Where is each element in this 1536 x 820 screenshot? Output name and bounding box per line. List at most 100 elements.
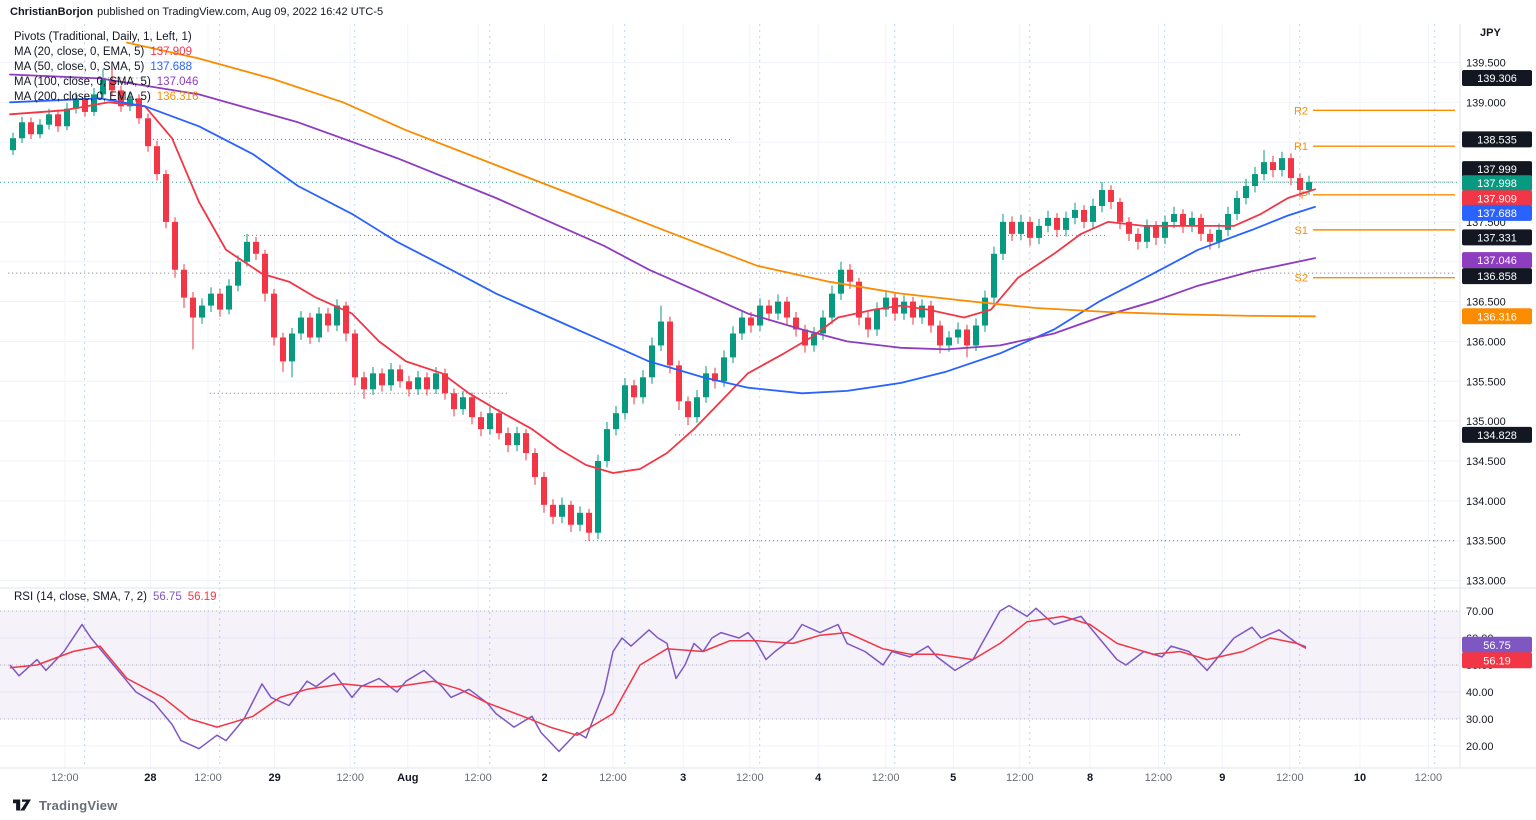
candle (667, 316, 673, 374)
time-label-day: 3 (680, 772, 686, 784)
candle (730, 326, 736, 363)
candle (541, 472, 547, 513)
time-label-hour: 12:00 (194, 772, 222, 784)
publish-info: published on TradingView.com, Aug 09, 20… (97, 6, 384, 18)
candle (676, 360, 682, 410)
candle (1090, 198, 1096, 229)
legend-pivots[interactable]: Pivots (Traditional, Daily, 1, Left, 1) (14, 31, 192, 43)
candle (694, 390, 700, 423)
legend-ma50[interactable]: MA (50, close, 0, SMA, 5) 137.688 (14, 61, 192, 73)
candle (316, 307, 322, 343)
time-label-hour: 12:00 (872, 772, 900, 784)
rsi-legend[interactable]: RSI (14, close, SMA, 7, 2) 56.75 56.19 (14, 591, 217, 603)
legend-ma20[interactable]: MA (20, close, 0, EMA, 5) 137.909 (14, 46, 192, 58)
candle (802, 324, 808, 353)
tradingview-logo-icon[interactable] (12, 797, 32, 813)
candle (973, 318, 979, 352)
rsi-ma-line (9, 615, 1307, 736)
legend-ma200[interactable]: MA (200, close, 0, EMA, 5) 136.316 (14, 91, 199, 103)
candle (118, 85, 124, 112)
pivot-label-s1: S1 (1295, 225, 1308, 237)
candle (163, 170, 169, 229)
time-label-day: 8 (1087, 772, 1093, 784)
candle (172, 217, 178, 278)
price-badge: 137.999 (1462, 161, 1532, 178)
legend-ma100[interactable]: MA (100, close, 0, SMA, 5) 137.046 (14, 76, 199, 88)
candle (829, 285, 835, 324)
candle (901, 295, 907, 320)
indicator-legend: Pivots (Traditional, Daily, 1, Left, 1) … (14, 30, 198, 105)
current-price-badge: 137.998 (1462, 175, 1532, 192)
candle (1000, 213, 1006, 261)
candle (1279, 151, 1285, 177)
price-axis[interactable]: JPY139.500139.000138.500138.000137.50013… (1466, 27, 1506, 753)
candle (406, 375, 412, 397)
candle (955, 322, 961, 344)
price-badge: 137.688 (1462, 204, 1532, 221)
candle (577, 506, 583, 532)
author-name: ChristianBorjon (10, 6, 94, 18)
time-axis[interactable]: 12:00 28 12:00 29 12:00 Aug 12:00 2 12:00 3 12:00 4… (51, 772, 1442, 784)
chart-canvas[interactable]: R2R1PS1S2JPY139.500139.000138.500138.000… (0, 24, 1536, 790)
candle (712, 367, 718, 389)
rsi-tick-label: 30.00 (1466, 714, 1494, 726)
ma20-line (9, 101, 1316, 474)
candle (1288, 153, 1294, 186)
candle (559, 497, 565, 524)
candle (1270, 155, 1276, 178)
time-label-day: 29 (268, 772, 280, 784)
price-badge: 139.306 (1462, 69, 1532, 86)
candle (280, 332, 286, 372)
svg-text:137.998: 137.998 (1477, 178, 1517, 190)
candle (1189, 211, 1195, 233)
candle (856, 277, 862, 326)
svg-text:134.828: 134.828 (1477, 430, 1517, 442)
publish-header: ChristianBorjon published on TradingView… (0, 0, 1536, 24)
candle (613, 406, 619, 436)
candle (838, 261, 844, 301)
pivot-label-r1: R1 (1294, 141, 1308, 153)
time-label-hour: 12:00 (1276, 772, 1304, 784)
time-label-day: 4 (815, 772, 822, 784)
time-label-hour: 12:00 (599, 772, 627, 784)
ma100-line (9, 73, 1316, 351)
candle (388, 362, 394, 391)
price-badge: 136.858 (1462, 268, 1532, 285)
candle (28, 117, 34, 140)
candle (190, 292, 196, 350)
candle (397, 364, 403, 388)
candle (1162, 215, 1168, 245)
candle (478, 411, 484, 437)
price-tick-label: 136.500 (1466, 297, 1506, 309)
candle (1180, 209, 1186, 234)
candle (1252, 166, 1258, 193)
candle (532, 448, 538, 485)
candle (1036, 218, 1042, 245)
price-badge: 134.828 (1462, 426, 1532, 443)
candles (10, 66, 1312, 541)
candle (1027, 217, 1033, 246)
time-label-hour: 12:00 (1415, 772, 1443, 784)
candle (811, 327, 817, 352)
candle (226, 279, 232, 315)
candle (1261, 150, 1267, 181)
tradingview-brand[interactable]: TradingView (39, 797, 118, 813)
candle (793, 311, 799, 337)
price-badge: 137.909 (1462, 190, 1532, 207)
candle (1054, 213, 1060, 238)
candle (352, 329, 358, 386)
candle (37, 119, 43, 139)
candle (604, 421, 610, 468)
grid-lines (0, 24, 1460, 768)
time-label-hour: 12:00 (736, 772, 764, 784)
axis-currency-label: JPY (1480, 27, 1501, 39)
candle (415, 370, 421, 395)
axis-badges: 139.306 138.535 137.999 137.998 137.909 137.6… (1462, 69, 1532, 669)
candle (73, 91, 79, 114)
candle (217, 288, 223, 317)
candle (145, 113, 151, 152)
rsi-value: 56.75 (152, 591, 182, 603)
svg-text:139.306: 139.306 (1477, 73, 1517, 85)
candle (136, 94, 142, 124)
rsi-badge: 56.75 (1462, 636, 1532, 653)
